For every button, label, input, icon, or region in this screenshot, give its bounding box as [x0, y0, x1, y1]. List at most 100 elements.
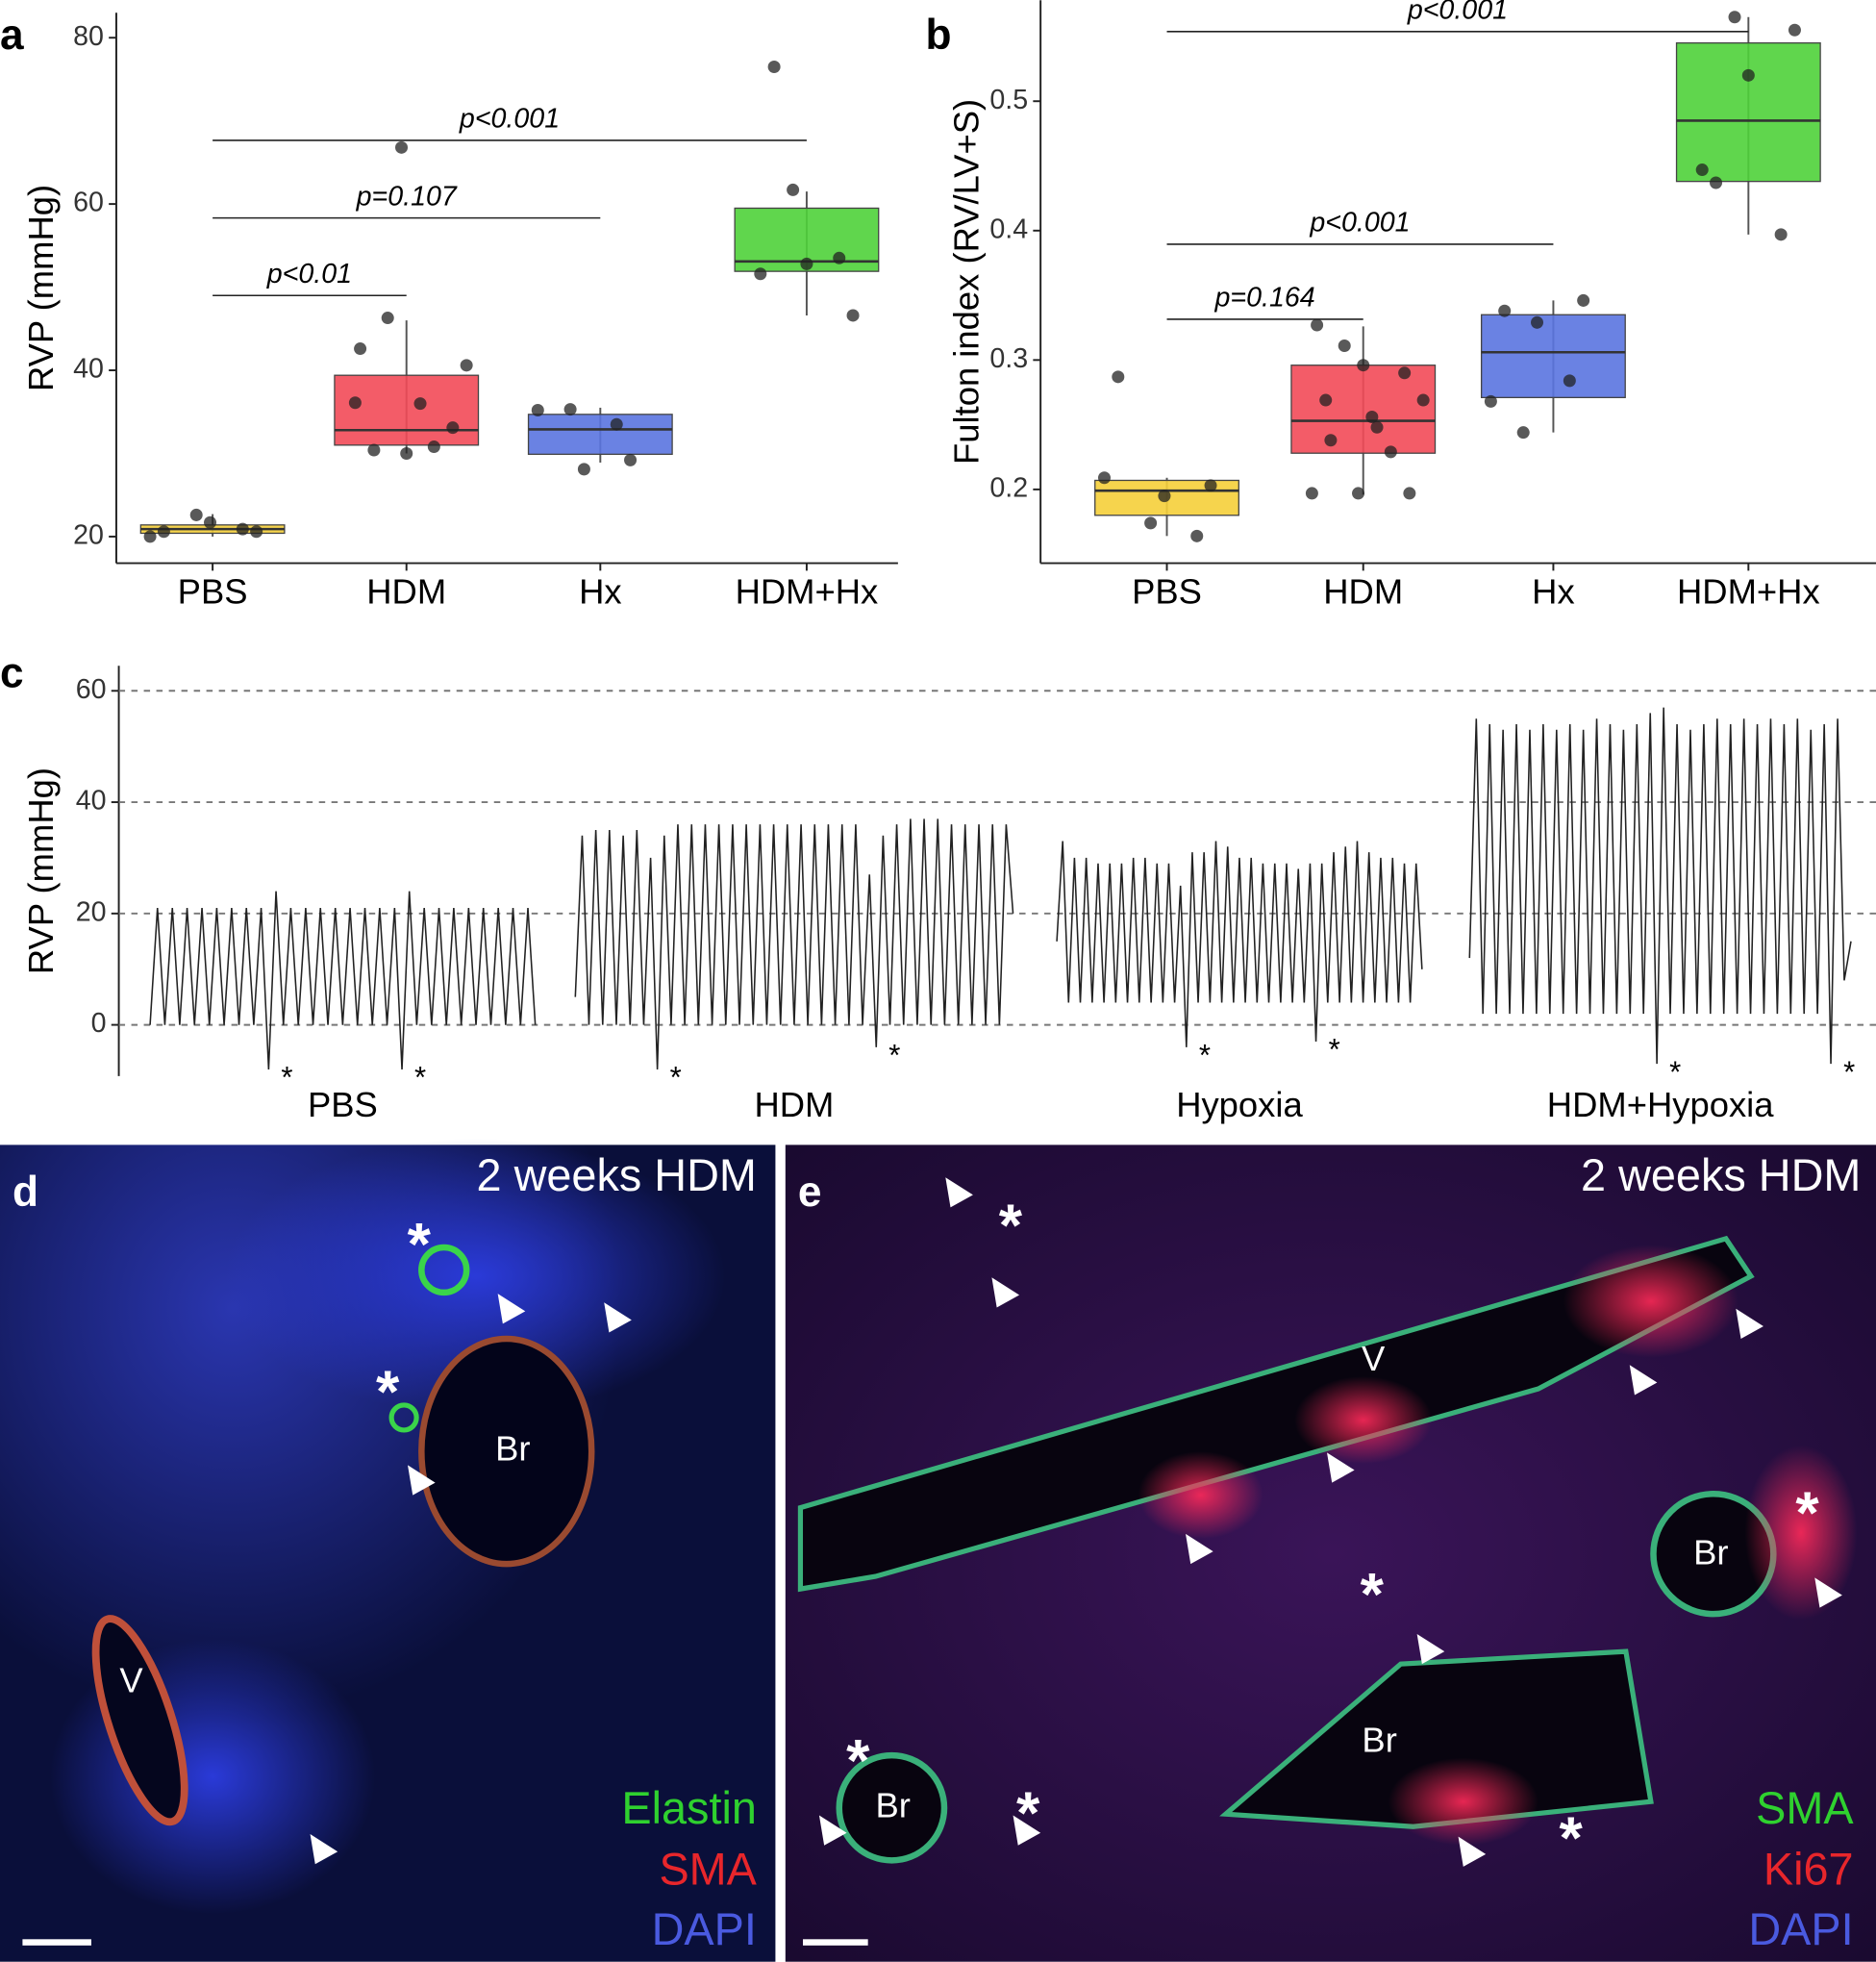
arrowhead: [497, 1294, 526, 1324]
data-point: [1788, 23, 1801, 37]
y-tick-label: 20: [73, 519, 104, 550]
box: [1675, 42, 1821, 183]
data-point: [1484, 394, 1497, 408]
y-tick-label: 0.5: [989, 85, 1028, 115]
y-tick-label: 60: [76, 674, 107, 705]
x-category-label: Hypoxia: [1176, 1085, 1303, 1124]
data-point: [1398, 366, 1412, 380]
data-point: [563, 403, 577, 416]
data-point: [413, 397, 427, 411]
data-point: [427, 440, 440, 454]
data-point: [381, 312, 394, 325]
p-value: p<0.001: [1407, 0, 1508, 26]
data-point: [1112, 370, 1125, 384]
y-tick-label: 40: [76, 786, 107, 817]
proliferation: [1563, 1245, 1738, 1358]
structure-label: *: [846, 1727, 870, 1795]
p-value: p<0.001: [1309, 208, 1410, 239]
vessel: [797, 1235, 1755, 1593]
proliferation: [1294, 1376, 1433, 1465]
structure-label: *: [376, 1358, 400, 1425]
data-point: [400, 446, 413, 460]
data-point: [143, 530, 157, 543]
y-tick-label: 80: [73, 21, 104, 52]
bronchus: [1219, 1648, 1654, 1829]
structure-label: *: [1559, 1805, 1583, 1873]
data-point: [1498, 304, 1512, 317]
data-point: [354, 342, 367, 356]
x-tick-label: HDM: [1323, 572, 1403, 612]
y-axis-label: RVP (mmHg): [21, 185, 61, 391]
data-point: [204, 516, 217, 529]
arrowhead: [1186, 1533, 1213, 1565]
scale-bar: [803, 1939, 868, 1946]
data-point: [1710, 176, 1723, 189]
data-point: [250, 525, 263, 539]
data-point: [1190, 529, 1204, 542]
structure-label: Br: [875, 1785, 910, 1824]
data-point: [1531, 315, 1544, 329]
stain-legend: DAPI: [652, 1904, 757, 1954]
x-tick-label: HDM: [366, 572, 446, 612]
data-point: [189, 508, 203, 521]
data-point: [1357, 359, 1370, 372]
scale-bar: [22, 1939, 91, 1946]
data-point: [157, 525, 170, 539]
proliferation: [1138, 1451, 1263, 1540]
vessel: [91, 1615, 188, 1826]
dip-marker: *: [1669, 1055, 1681, 1089]
data-point: [1365, 411, 1379, 424]
arrowhead: [1013, 1815, 1041, 1846]
panel-label: b: [925, 12, 951, 59]
x-tick-label: Hx: [579, 572, 622, 612]
y-tick-label: 60: [73, 188, 104, 218]
proliferation: [1388, 1757, 1538, 1846]
data-point: [846, 309, 860, 322]
arrowhead: [818, 1815, 847, 1846]
micrograph-d: [0, 1138, 776, 1962]
box: [334, 374, 480, 446]
data-point: [800, 257, 813, 270]
pressure-trace: [149, 891, 537, 1069]
structure-label: *: [408, 1211, 432, 1278]
p-value: p=0.164: [1214, 283, 1315, 314]
data-point: [1577, 293, 1590, 307]
pressure-trace: [574, 818, 1014, 1069]
data-point: [1416, 393, 1430, 407]
arrowhead: [408, 1465, 436, 1496]
y-tick-label: 20: [76, 896, 107, 927]
x-tick-label: HDM+Hx: [736, 572, 879, 612]
dip-marker: *: [670, 1061, 682, 1094]
dip-marker: *: [414, 1061, 426, 1094]
data-point: [1384, 445, 1397, 459]
data-point: [1516, 426, 1530, 440]
x-tick-label: HDM+Hx: [1677, 572, 1820, 612]
bronchus: [836, 1751, 948, 1864]
data-point: [1563, 374, 1576, 388]
structure-label: *: [1795, 1479, 1819, 1547]
cell-cluster: [225, 1138, 726, 1415]
proliferation: [1744, 1445, 1858, 1621]
y-axis-label: Fulton index (RV/LV+S): [947, 99, 987, 465]
data-point: [1158, 490, 1171, 503]
data-point: [1204, 479, 1217, 492]
data-point: [1305, 487, 1318, 500]
structure-label: Br: [495, 1429, 530, 1469]
data-point: [1741, 68, 1755, 82]
panel-label: c: [0, 649, 24, 696]
stain-legend: DAPI: [1748, 1904, 1853, 1954]
data-point: [531, 404, 544, 417]
data-point: [1403, 487, 1416, 500]
dip-marker: *: [1843, 1055, 1855, 1089]
arrowhead: [1416, 1633, 1445, 1665]
x-tick-label: PBS: [178, 572, 248, 612]
structure-label: *: [1016, 1780, 1040, 1848]
image-title: 2 weeks HDM: [1581, 1150, 1861, 1200]
bronchus: [418, 1335, 595, 1568]
data-point: [1728, 11, 1741, 24]
box: [1480, 314, 1626, 399]
structure-label: *: [1361, 1561, 1385, 1628]
x-tick-label: PBS: [1132, 572, 1202, 612]
data-point: [1319, 393, 1333, 407]
